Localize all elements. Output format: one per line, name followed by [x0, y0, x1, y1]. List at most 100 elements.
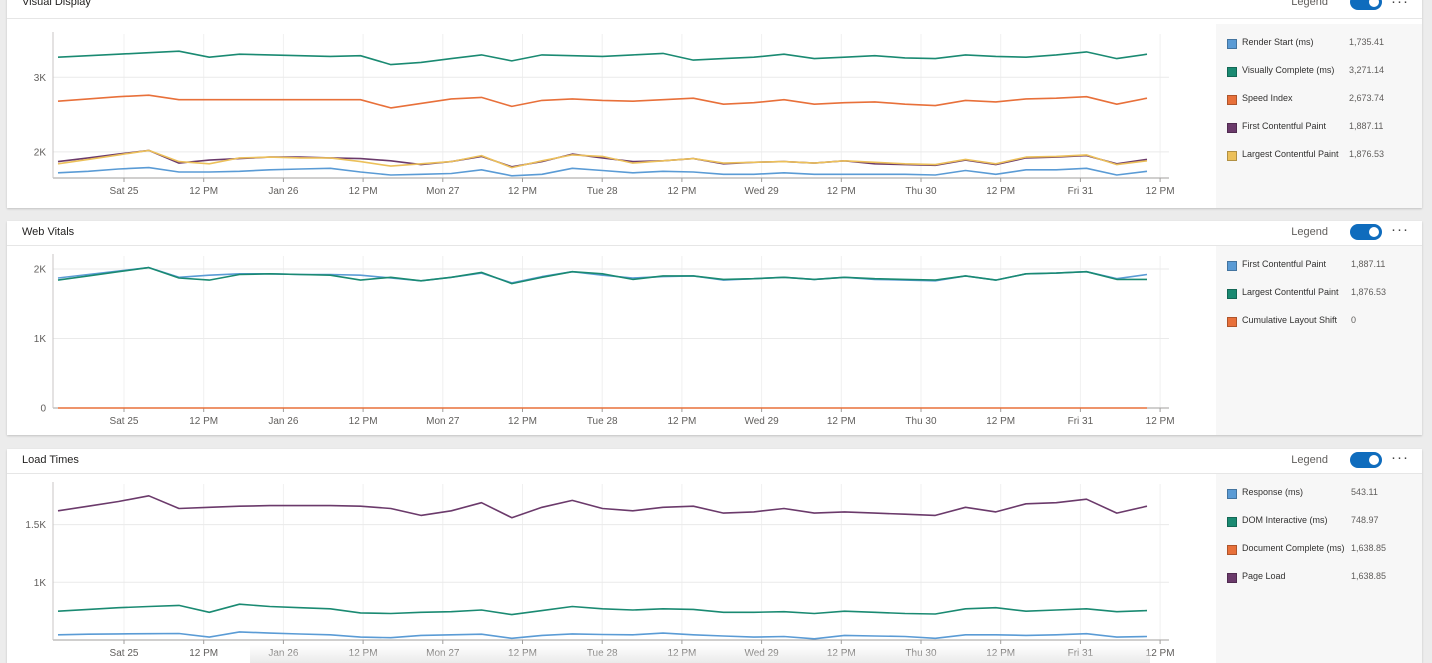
x-tick-label: Wed 29: [744, 648, 779, 659]
legend-series-name: First Contentful Paint: [1242, 121, 1327, 131]
x-tick-label: Sat 25: [110, 186, 139, 197]
series-line-largest-contentful-paint[interactable]: [57, 149, 1148, 169]
x-tick-label: Fri 31: [1068, 186, 1094, 197]
legend-item[interactable]: First Contentful Paint 1,887.11: [1227, 121, 1417, 135]
legend-item[interactable]: DOM Interactive (ms) 748.97: [1227, 515, 1417, 529]
legend-item[interactable]: Largest Contentful Paint 1,876.53: [1227, 149, 1417, 163]
legend-item[interactable]: Document Complete (ms) 1,638.85: [1227, 543, 1417, 557]
x-tick-label: Fri 31: [1068, 416, 1094, 427]
series-line-response-ms[interactable]: [57, 631, 1148, 640]
x-tick-label: Thu 30: [905, 186, 937, 197]
legend-swatch: [1227, 517, 1237, 527]
more-options-icon[interactable]: ···: [1391, 449, 1409, 466]
load-times-panel: Load Times Legend ··· 1K 1.5K Sat 25 12 PM J…: [7, 449, 1422, 663]
x-tick-label: 12 PM: [1146, 186, 1175, 197]
legend-item[interactable]: Speed Index 2,673.74: [1227, 93, 1417, 107]
legend-toggle[interactable]: [1350, 0, 1382, 10]
legend-series-value: 1,638.85: [1351, 571, 1387, 581]
load-times-chart-svg: 1K 1.5K Sat 25 12 PM Jan 26 12 PM Mon 27 12 PM T…: [25, 482, 1175, 659]
legend-toggle[interactable]: [1350, 452, 1382, 468]
x-tick-label: 12 PM: [189, 648, 218, 659]
legend-swatch: [1227, 573, 1237, 583]
legend-toggle[interactable]: [1350, 224, 1382, 240]
legend-series-name: Render Start (ms): [1242, 37, 1314, 47]
load-times-legend: Response (ms) 543.11 DOM Interactive (ms) 7…: [1216, 474, 1422, 663]
y-tick-label: 1K: [34, 334, 47, 345]
legend-item[interactable]: Render Start (ms) 1,735.41: [1227, 37, 1417, 51]
y-tick-label: 1.5K: [25, 520, 46, 531]
legend-toggle-label: Legend: [1291, 0, 1328, 8]
x-tick-label: 12 PM: [667, 648, 696, 659]
x-tick-label: Sat 25: [110, 416, 139, 427]
legend-series-name: Document Complete (ms): [1242, 543, 1345, 553]
x-tick-label: Mon 27: [426, 186, 460, 197]
visual-display-legend: Render Start (ms) 1,735.41 Visually Comple…: [1216, 24, 1422, 208]
toggle-knob: [1369, 227, 1379, 237]
legend-series-name: DOM Interactive (ms): [1242, 515, 1328, 525]
y-tick-label: 0: [40, 404, 46, 415]
x-tick-label: 12 PM: [349, 186, 378, 197]
x-tick-label: 12 PM: [349, 648, 378, 659]
legend-swatch: [1227, 289, 1237, 299]
x-tick-label: 12 PM: [827, 416, 856, 427]
x-tick-label: Thu 30: [905, 648, 937, 659]
legend-item[interactable]: Visually Complete (ms) 3,271.14: [1227, 65, 1417, 79]
legend-swatch: [1227, 123, 1237, 133]
series-line-page-load[interactable]: [57, 494, 1148, 519]
series-line-speed-index[interactable]: [57, 94, 1148, 109]
legend-item[interactable]: First Contentful Paint 1,887.11: [1227, 259, 1417, 273]
legend-item[interactable]: Cumulative Layout Shift 0: [1227, 315, 1417, 329]
legend-series-value: 0: [1351, 315, 1357, 325]
legend-series-value: 748.97: [1351, 515, 1379, 525]
visual-display-panel: Visual Display Legend ··· 2K 3K Sat 25 12 P…: [7, 0, 1422, 208]
toggle-knob: [1369, 0, 1379, 7]
legend-swatch: [1227, 151, 1237, 161]
x-tick-label: Jan 26: [268, 648, 298, 659]
legend-series-value: 1,876.53: [1351, 287, 1387, 297]
toggle-knob: [1369, 455, 1379, 465]
legend-series-name: First Contentful Paint: [1242, 259, 1327, 269]
legend-series-value: 1,735.41: [1349, 37, 1385, 47]
more-options-icon[interactable]: ···: [1391, 221, 1409, 238]
legend-series-name: Largest Contentful Paint: [1242, 287, 1339, 297]
x-tick-label: Mon 27: [426, 648, 460, 659]
series-line-render-start-ms[interactable]: [57, 166, 1148, 177]
legend-series-value: 3,271.14: [1349, 65, 1385, 75]
legend-item[interactable]: Largest Contentful Paint 1,876.53: [1227, 287, 1417, 301]
panel-header: Load Times Legend ···: [7, 449, 1422, 474]
x-tick-label: 12 PM: [1146, 416, 1175, 427]
x-tick-label: Thu 30: [905, 416, 937, 427]
y-tick-label: 2K: [34, 264, 47, 275]
legend-series-value: 543.11: [1351, 487, 1378, 497]
legend-swatch: [1227, 545, 1237, 555]
more-options-icon[interactable]: ···: [1391, 0, 1409, 10]
x-tick-label: 12 PM: [508, 416, 537, 427]
x-tick-label: 12 PM: [1146, 648, 1175, 659]
legend-series-value: 1,876.53: [1349, 149, 1385, 159]
series-line-largest-contentful-paint[interactable]: [57, 266, 1147, 285]
legend-series-value: 1,887.11: [1349, 121, 1384, 131]
panel-header: Web Vitals Legend ···: [7, 221, 1422, 246]
x-tick-label: 12 PM: [986, 416, 1015, 427]
legend-item[interactable]: Response (ms) 543.11: [1227, 487, 1417, 501]
legend-series-name: Largest Contentful Paint: [1242, 149, 1339, 159]
legend-series-name: Page Load: [1242, 571, 1286, 581]
x-tick-label: Jan 26: [268, 416, 298, 427]
visual-display-chart: 2K 3K Sat 25 12 PM Jan 26 12 PM Mon 27 12 PM Tue…: [7, 24, 1215, 208]
series-line-visually-complete-ms[interactable]: [57, 50, 1148, 66]
legend-swatch: [1227, 39, 1237, 49]
x-tick-label: 12 PM: [667, 186, 696, 197]
panel-title: Load Times: [22, 454, 79, 466]
x-tick-label: 12 PM: [189, 186, 218, 197]
series-line-dom-interactive-ms[interactable]: [57, 603, 1148, 616]
legend-swatch: [1227, 261, 1237, 271]
y-tick-label: 2K: [34, 147, 47, 158]
x-tick-label: Sat 25: [110, 648, 139, 659]
x-tick-label: Mon 27: [426, 416, 460, 427]
web-vitals-chart-svg: 0 1K 2K Sat 25 12 PM Jan 26 12 PM Mon 27 12 PM Tu…: [34, 254, 1175, 427]
legend-item[interactable]: Page Load 1,638.85: [1227, 571, 1417, 585]
panel-header: Visual Display Legend ···: [7, 0, 1422, 19]
load-times-chart: 1K 1.5K Sat 25 12 PM Jan 26 12 PM Mon 27 12 PM T…: [7, 474, 1215, 663]
x-tick-label: 12 PM: [667, 416, 696, 427]
x-tick-label: Wed 29: [744, 416, 779, 427]
